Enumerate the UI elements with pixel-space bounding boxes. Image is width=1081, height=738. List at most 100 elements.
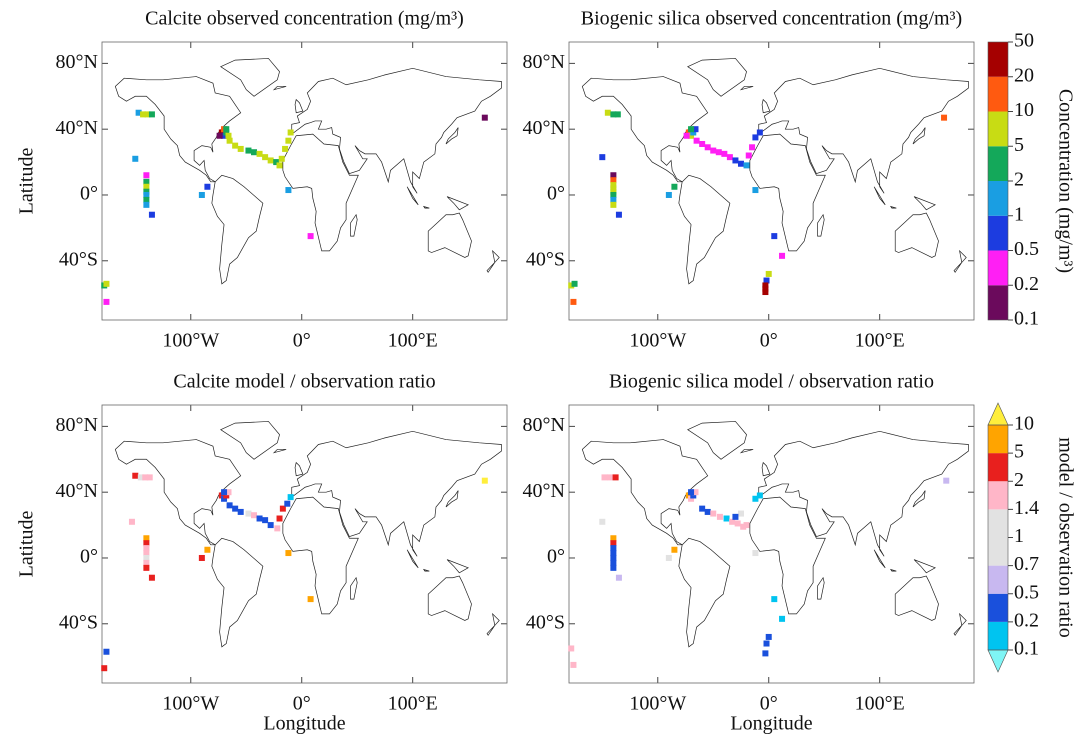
data-point: [262, 154, 269, 161]
data-point: [101, 665, 108, 672]
y-tick-label: 0°: [547, 183, 565, 205]
data-point: [103, 280, 110, 287]
colorbar-tick-label: 1: [1014, 525, 1024, 547]
data-point: [135, 109, 142, 116]
data-point: [148, 111, 155, 118]
coastline: [294, 98, 304, 114]
data-point: [143, 540, 150, 547]
coastline: [211, 537, 264, 648]
colorbar-tick-label: 1.4: [1014, 497, 1039, 519]
data-point: [285, 550, 292, 557]
coastline: [350, 576, 358, 600]
data-point: [276, 162, 283, 169]
y-tick-label: 80°N: [523, 414, 565, 436]
coastline: [445, 490, 459, 508]
y-tick-label: 40°S: [59, 611, 98, 633]
y-tick-label: 40°N: [523, 117, 565, 139]
data-point: [743, 162, 750, 169]
data-point: [610, 177, 617, 184]
colorbar-tick-label: 2: [1014, 469, 1024, 491]
data-point: [232, 505, 239, 512]
x-tick-label: 100°E: [388, 693, 438, 715]
data-point: [267, 157, 274, 164]
data-point: [481, 477, 488, 484]
x-tick-label: 100°W: [162, 693, 219, 715]
data-point: [251, 512, 258, 519]
data-point: [568, 282, 575, 289]
colorbar-tick-label: 0.5: [1014, 581, 1039, 603]
data-point: [481, 114, 488, 121]
coastline: [894, 212, 939, 258]
data-point: [223, 129, 230, 136]
y-tick-label: 40°S: [59, 248, 98, 270]
data-point: [143, 550, 150, 557]
data-point: [732, 157, 739, 164]
data-point: [221, 495, 228, 502]
map-frame: [568, 41, 975, 321]
data-point: [274, 525, 281, 532]
data-point: [571, 280, 578, 287]
data-point: [690, 129, 697, 136]
data-point: [282, 145, 289, 152]
data-point: [610, 201, 617, 208]
data-point: [143, 183, 150, 190]
data-point: [752, 495, 759, 502]
data-point: [716, 513, 723, 520]
data-point: [137, 474, 144, 481]
coastline: [581, 76, 709, 183]
y-tick-label: 40°N: [56, 480, 98, 502]
colorbar-tick-label: 1: [1014, 203, 1024, 225]
colorbar-bin: [988, 453, 1008, 482]
x-tick-label: 100°E: [388, 330, 438, 352]
data-point: [762, 289, 769, 296]
y-tick-label: 80°N: [56, 51, 98, 73]
coastline: [294, 461, 304, 477]
data-point: [765, 270, 772, 277]
data-point: [721, 150, 728, 157]
x-tick-label: 100°W: [629, 693, 686, 715]
data-point: [610, 564, 617, 571]
y-axis-label: Latitude: [16, 511, 38, 578]
data-point: [267, 522, 274, 529]
data-point: [143, 196, 150, 203]
coastline: [873, 186, 886, 206]
x-tick-label: 100°W: [162, 330, 219, 352]
data-point: [685, 492, 692, 499]
colorbar-bin: [988, 481, 1008, 510]
x-tick-label: 0°: [293, 330, 311, 352]
data-point: [685, 129, 692, 136]
coastline: [758, 430, 969, 557]
data-point: [245, 510, 252, 517]
coastline: [678, 174, 731, 285]
data-point: [737, 160, 744, 167]
data-point: [688, 126, 695, 133]
coastline: [486, 612, 500, 636]
colorbar-tick-label: 5: [1014, 134, 1024, 156]
data-point: [601, 474, 608, 481]
coastline: [291, 67, 502, 194]
data-point: [237, 508, 244, 515]
coastline: [581, 439, 709, 546]
data-point: [132, 472, 139, 479]
coastline: [220, 421, 280, 460]
coastline: [446, 559, 469, 574]
data-point: [144, 111, 151, 118]
data-point: [143, 545, 150, 552]
colorbar-bin: [988, 509, 1008, 538]
map-frame: [101, 404, 508, 684]
data-point: [251, 149, 258, 156]
data-point: [307, 596, 314, 603]
panel-title: Biogenic silica model / observation rati…: [609, 371, 934, 393]
data-point: [734, 520, 741, 527]
coastline: [272, 449, 287, 454]
colorbar-tick-label: 20: [1014, 64, 1034, 86]
colorbar-tick-label: 0.1: [1014, 638, 1039, 660]
data-point: [743, 522, 750, 529]
data-point: [279, 505, 286, 512]
coastline: [220, 58, 280, 97]
data-point: [148, 211, 155, 218]
data-point: [568, 645, 575, 652]
data-point: [752, 550, 759, 557]
data-point: [771, 233, 778, 240]
